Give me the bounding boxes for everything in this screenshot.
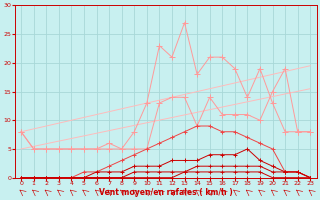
X-axis label: Vent moyen/en rafales ( km/h ): Vent moyen/en rafales ( km/h ) xyxy=(99,188,233,197)
